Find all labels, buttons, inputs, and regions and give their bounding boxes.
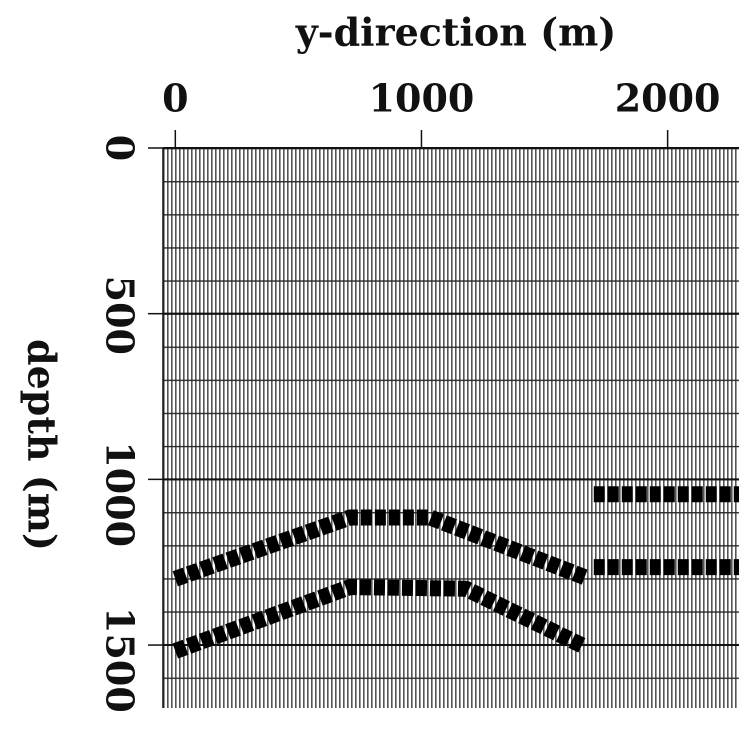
reflector (172, 509, 588, 587)
reflector (172, 579, 589, 659)
y-tick-label: 1500 (98, 607, 143, 713)
y-axis-title: depth (m) (20, 339, 65, 551)
y-tick-label: 1000 (98, 441, 143, 547)
y-tick-label: 500 (98, 276, 143, 355)
x-tick-label: 0 (162, 76, 188, 121)
x-tick-label: 1000 (369, 76, 475, 121)
plot-area: 0 1000 2000 0 500 1000 1500 (98, 76, 739, 713)
x-tick-label: 2000 (615, 76, 721, 121)
x-axis-title: y-direction (m) (295, 10, 617, 55)
y-tick-label: 0 (98, 135, 143, 161)
